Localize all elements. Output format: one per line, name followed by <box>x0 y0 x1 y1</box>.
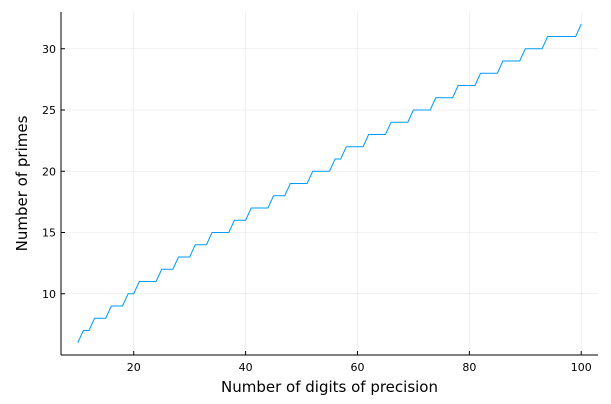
x-axis-label: Number of digits of precision <box>221 378 438 396</box>
y-tick-label: 20 <box>42 165 56 178</box>
x-tick-label: 100 <box>571 361 592 374</box>
series-line-0 <box>77 24 582 343</box>
y-tick-label: 30 <box>42 43 56 56</box>
x-tick-label: 60 <box>350 361 364 374</box>
grid-lines <box>61 12 598 355</box>
x-tick-label: 20 <box>127 361 141 374</box>
y-tick-label: 25 <box>42 104 56 117</box>
y-tick-label: 15 <box>42 227 56 240</box>
ticks: 20 40 60 80 100 10 15 20 25 30 <box>42 43 592 374</box>
x-tick-label: 80 <box>462 361 476 374</box>
y-tick-label: 10 <box>42 288 56 301</box>
axes <box>60 12 598 356</box>
x-tick-label: 40 <box>239 361 253 374</box>
series-layer <box>77 24 582 343</box>
y-axis-label: Number of primes <box>13 115 31 251</box>
